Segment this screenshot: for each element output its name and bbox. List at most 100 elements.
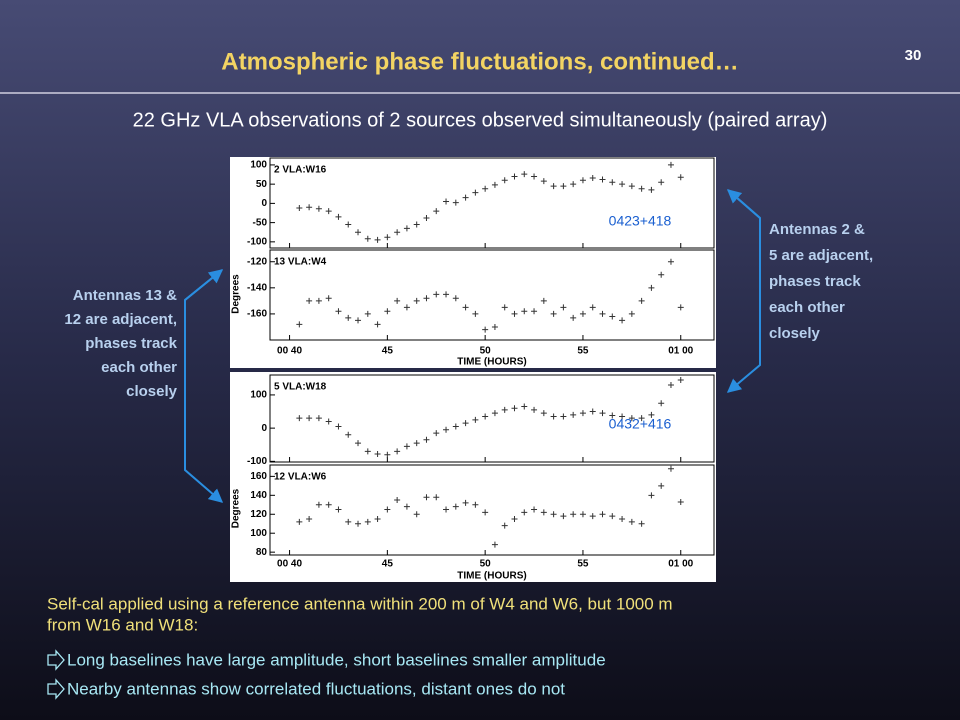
data-point bbox=[472, 501, 479, 508]
data-point bbox=[560, 413, 567, 420]
data-point bbox=[423, 295, 430, 302]
data-point bbox=[540, 410, 547, 417]
data-point bbox=[531, 308, 538, 315]
panel-label: 5 VLA:W18 bbox=[274, 382, 327, 393]
data-point bbox=[364, 518, 371, 525]
data-point bbox=[452, 199, 459, 206]
x-tick-label: 45 bbox=[382, 559, 394, 570]
data-point bbox=[579, 310, 586, 317]
data-point bbox=[677, 174, 684, 181]
data-point bbox=[482, 509, 489, 516]
data-point bbox=[403, 304, 410, 311]
data-point bbox=[345, 221, 352, 228]
data-point bbox=[658, 271, 665, 278]
data-point bbox=[462, 304, 469, 311]
data-point bbox=[403, 443, 410, 450]
data-point bbox=[423, 215, 430, 221]
data-point bbox=[511, 405, 518, 412]
data-point bbox=[511, 173, 518, 180]
data-point bbox=[443, 291, 450, 298]
y-axis-label: Degrees bbox=[231, 274, 242, 314]
data-point bbox=[570, 511, 577, 518]
y-tick-label: 100 bbox=[250, 390, 267, 401]
data-point bbox=[648, 284, 655, 291]
data-point bbox=[628, 310, 635, 317]
data-point bbox=[609, 313, 616, 320]
x-axis-label: TIME (HOURS) bbox=[457, 571, 526, 582]
data-point bbox=[658, 400, 665, 407]
data-point bbox=[364, 235, 371, 242]
data-point bbox=[677, 498, 684, 505]
data-point bbox=[394, 229, 401, 236]
y-tick-label: -50 bbox=[253, 217, 268, 228]
y-tick-label: -120 bbox=[247, 256, 267, 267]
y-axis-label: Degrees bbox=[231, 488, 242, 528]
note-line: closely bbox=[769, 325, 821, 342]
data-point bbox=[560, 513, 567, 520]
data-point bbox=[511, 516, 518, 522]
body-text: from W16 and W18: bbox=[47, 615, 198, 634]
data-point bbox=[394, 297, 401, 304]
data-point bbox=[628, 183, 635, 190]
data-point bbox=[335, 423, 342, 430]
left-arrow-top bbox=[184, 269, 224, 301]
data-point bbox=[540, 178, 547, 185]
data-point bbox=[296, 415, 303, 422]
note-line: 5 are adjacent, bbox=[769, 247, 873, 264]
data-point bbox=[599, 511, 606, 518]
x-tick-label: 00 40 bbox=[277, 559, 302, 570]
data-point bbox=[374, 236, 381, 243]
y-tick-label: 50 bbox=[256, 179, 268, 190]
data-point bbox=[374, 321, 381, 328]
data-point bbox=[501, 522, 508, 529]
y-tick-label: 0 bbox=[261, 198, 267, 209]
y-tick-label: 0 bbox=[261, 423, 267, 434]
data-point bbox=[345, 314, 352, 321]
data-point bbox=[609, 179, 616, 186]
data-point bbox=[570, 181, 577, 188]
data-point bbox=[433, 494, 440, 501]
data-point bbox=[589, 175, 596, 181]
data-point bbox=[599, 410, 606, 417]
slide-number: 30 bbox=[905, 47, 922, 64]
data-point bbox=[599, 310, 606, 317]
data-point bbox=[462, 420, 469, 427]
data-point bbox=[579, 177, 586, 184]
y-tick-label: 160 bbox=[250, 471, 267, 482]
data-point bbox=[433, 208, 440, 215]
panel-label: 13 VLA:W4 bbox=[274, 257, 327, 268]
data-point bbox=[482, 326, 489, 333]
data-point bbox=[677, 304, 684, 311]
data-point bbox=[325, 418, 332, 425]
data-point bbox=[384, 308, 391, 315]
data-point bbox=[355, 229, 362, 236]
x-tick-label: 01 00 bbox=[668, 559, 693, 570]
data-point bbox=[648, 492, 655, 499]
data-point bbox=[658, 179, 665, 186]
data-point bbox=[570, 411, 577, 418]
data-point bbox=[335, 506, 342, 513]
data-point bbox=[628, 415, 635, 422]
data-point bbox=[609, 513, 616, 520]
data-point bbox=[423, 494, 430, 501]
data-point bbox=[472, 416, 479, 423]
data-point bbox=[501, 177, 508, 184]
data-point bbox=[667, 381, 674, 388]
data-point bbox=[394, 497, 401, 504]
data-point bbox=[355, 317, 362, 324]
data-point bbox=[413, 297, 420, 304]
data-point bbox=[560, 183, 567, 190]
data-point bbox=[521, 308, 528, 315]
y-tick-label: -160 bbox=[247, 309, 267, 320]
y-tick-label: -100 bbox=[247, 456, 267, 467]
data-point bbox=[296, 205, 303, 211]
data-point bbox=[384, 506, 391, 513]
bullet-text: Long baselines have large amplitude, sho… bbox=[67, 650, 606, 669]
y-tick-label: 100 bbox=[250, 528, 267, 539]
y-tick-label: 140 bbox=[250, 490, 267, 501]
bullet-arrow bbox=[47, 649, 65, 671]
data-point bbox=[531, 506, 538, 513]
data-point bbox=[325, 501, 332, 508]
data-point bbox=[462, 194, 469, 201]
note-line: each other bbox=[769, 299, 845, 316]
